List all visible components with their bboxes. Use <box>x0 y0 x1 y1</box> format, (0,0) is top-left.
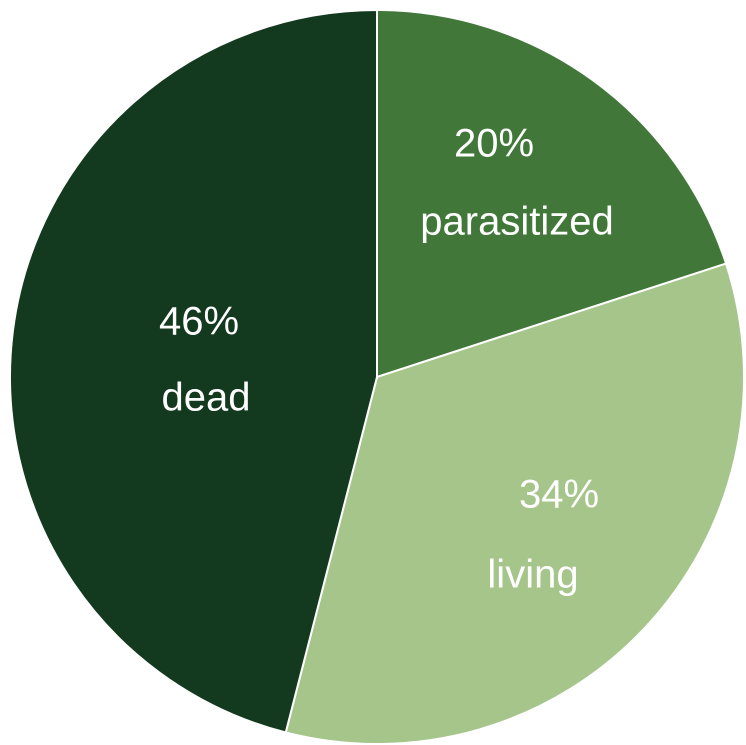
slice-name-label-parasitized: parasitized <box>420 200 613 244</box>
pie-labels: 20% parasitized 34% living 46% dead <box>159 122 614 597</box>
pie-slice-dead <box>9 8 378 734</box>
pie-slice-parasitized <box>376 8 728 379</box>
slice-percent-label-parasitized: 20% <box>454 122 534 166</box>
slice-percent-label-dead: 46% <box>159 300 239 344</box>
pie-slice-living <box>284 262 745 745</box>
slice-percent-label-living: 34% <box>519 473 599 517</box>
slice-name-label-living: living <box>487 553 578 597</box>
pie-slices <box>9 8 745 745</box>
slice-name-label-dead: dead <box>162 376 251 420</box>
